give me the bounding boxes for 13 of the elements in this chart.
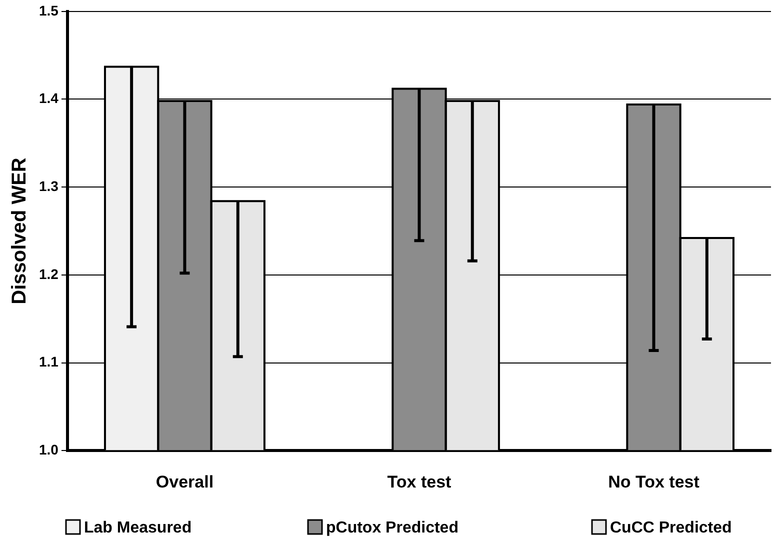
- y-tick-label: 1.4: [38, 90, 59, 106]
- x-tick-label: Overall: [156, 472, 214, 492]
- legend-label: Lab Measured: [84, 519, 192, 536]
- y-axis-title: Dissolved WER: [8, 157, 31, 304]
- x-tick-label: Tox test: [387, 472, 452, 492]
- y-tick-label: 1.1: [38, 354, 59, 370]
- x-tick-label: No Tox test: [608, 472, 700, 492]
- y-tick-label: 1.5: [38, 2, 59, 18]
- y-tick-label: 1.3: [38, 178, 59, 194]
- legend-label: CuCC Predicted: [610, 519, 732, 536]
- legend-label: pCutox Predicted: [326, 519, 458, 536]
- y-tick-label: 1.2: [38, 266, 59, 282]
- y-tick-label: 1.0: [38, 441, 59, 458]
